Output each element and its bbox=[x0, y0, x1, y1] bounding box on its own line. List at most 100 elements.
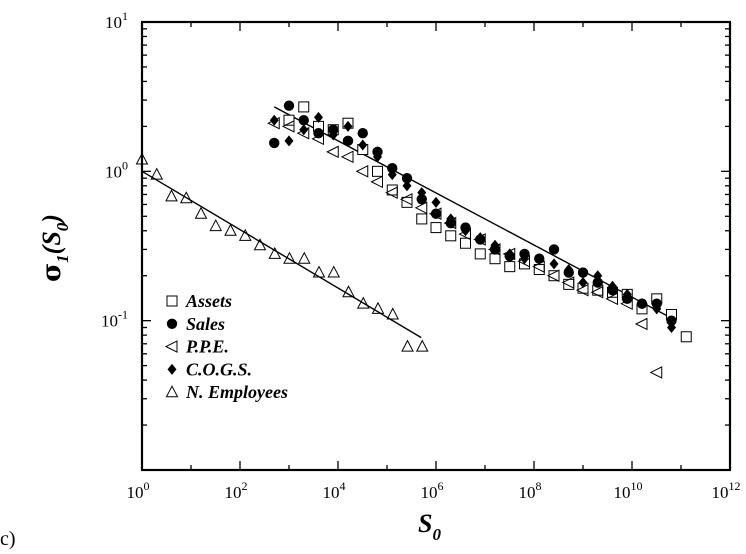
data-point bbox=[373, 151, 383, 163]
data-point bbox=[461, 225, 471, 237]
data-point bbox=[428, 207, 442, 221]
data-point bbox=[387, 169, 397, 181]
data-point bbox=[355, 165, 369, 178]
data-point bbox=[284, 135, 294, 147]
data-point bbox=[666, 315, 677, 326]
data-point bbox=[431, 196, 441, 208]
data-point bbox=[314, 111, 324, 123]
data-point bbox=[667, 321, 677, 333]
x-tick-label: 104 bbox=[323, 479, 346, 502]
data-point bbox=[298, 101, 310, 113]
data-point bbox=[546, 269, 560, 283]
data-point bbox=[649, 366, 663, 379]
data-point bbox=[238, 228, 252, 241]
data-point bbox=[504, 261, 516, 273]
panel-label: c) bbox=[0, 528, 16, 550]
data-point bbox=[593, 270, 603, 282]
data-point bbox=[298, 114, 309, 126]
data-point bbox=[283, 251, 296, 264]
data-point bbox=[549, 258, 559, 270]
x-tick-label: 106 bbox=[421, 479, 444, 502]
data-point bbox=[269, 114, 279, 126]
data-point bbox=[474, 248, 486, 260]
data-point bbox=[387, 162, 398, 174]
y-axis-title: σ1(S0) bbox=[37, 214, 72, 282]
data-point bbox=[430, 208, 442, 219]
legend-marker bbox=[167, 363, 177, 375]
data-point bbox=[578, 277, 588, 289]
data-point bbox=[343, 120, 353, 132]
data-point bbox=[224, 223, 237, 236]
legend-label: N. Employees bbox=[185, 382, 288, 402]
data-point bbox=[340, 150, 354, 164]
data-point bbox=[608, 280, 618, 292]
legend-marker bbox=[166, 295, 178, 307]
data-point bbox=[135, 152, 149, 165]
x-tick-label: 1012 bbox=[712, 479, 741, 502]
data-point bbox=[561, 276, 575, 289]
data-point bbox=[268, 246, 282, 259]
data-point bbox=[370, 175, 384, 189]
data-point bbox=[253, 238, 267, 251]
data-point bbox=[592, 277, 603, 288]
data-point bbox=[327, 265, 341, 278]
legend-label: P.P.E. bbox=[185, 337, 229, 357]
data-point bbox=[326, 145, 339, 159]
data-point bbox=[150, 167, 164, 180]
data-point bbox=[475, 232, 485, 244]
data-point bbox=[297, 251, 311, 264]
data-point bbox=[652, 303, 662, 315]
data-point bbox=[283, 100, 295, 111]
y-tick-label: 10-1 bbox=[101, 308, 128, 331]
data-point bbox=[281, 120, 295, 133]
data-point bbox=[414, 201, 428, 215]
x-tick-labels: 100 102 104 106 108 1010 1012 bbox=[127, 479, 741, 502]
data-point bbox=[194, 206, 208, 219]
y-tick-label: 100 bbox=[105, 158, 128, 181]
data-point bbox=[312, 265, 326, 278]
legend-label: Assets bbox=[185, 291, 232, 311]
series-c-o-g-s bbox=[269, 111, 677, 333]
data-point bbox=[590, 285, 604, 299]
data-point bbox=[415, 339, 429, 352]
data-point bbox=[489, 253, 501, 265]
data-point bbox=[460, 237, 472, 249]
data-point bbox=[299, 124, 309, 136]
legend-label: C.O.G.S. bbox=[186, 359, 252, 379]
x-tick-label: 108 bbox=[519, 479, 542, 502]
data-point bbox=[357, 128, 368, 139]
data-point bbox=[445, 230, 457, 242]
x-tick-label: 100 bbox=[127, 479, 150, 502]
data-point bbox=[342, 135, 354, 147]
data-point bbox=[520, 253, 530, 265]
data-point bbox=[283, 114, 295, 126]
data-point bbox=[371, 301, 385, 314]
data-point bbox=[548, 244, 560, 255]
data-point bbox=[637, 298, 647, 310]
data-point bbox=[401, 172, 413, 184]
plot-frame bbox=[140, 20, 732, 472]
data-point bbox=[490, 239, 500, 251]
tick-marks bbox=[141, 21, 731, 471]
y-tick-labels: 101 100 10-1 bbox=[101, 9, 128, 331]
data-point bbox=[605, 292, 619, 306]
legend-marker bbox=[164, 340, 178, 353]
data-point bbox=[313, 128, 324, 139]
y-tick-label: 101 bbox=[105, 9, 128, 32]
data-point bbox=[269, 137, 280, 149]
data-point bbox=[372, 165, 384, 177]
data-point bbox=[564, 264, 574, 276]
data-point bbox=[417, 187, 427, 199]
data-point bbox=[416, 194, 427, 205]
legend-marker bbox=[166, 318, 178, 329]
data-point bbox=[416, 213, 428, 225]
data-point bbox=[622, 288, 632, 300]
series-n-employees bbox=[135, 152, 429, 352]
data-point bbox=[446, 213, 456, 225]
x-tick-label: 102 bbox=[225, 479, 248, 502]
data-point bbox=[358, 139, 368, 151]
legend-marker bbox=[165, 385, 179, 398]
data-point bbox=[399, 192, 413, 206]
data-point bbox=[401, 339, 414, 352]
